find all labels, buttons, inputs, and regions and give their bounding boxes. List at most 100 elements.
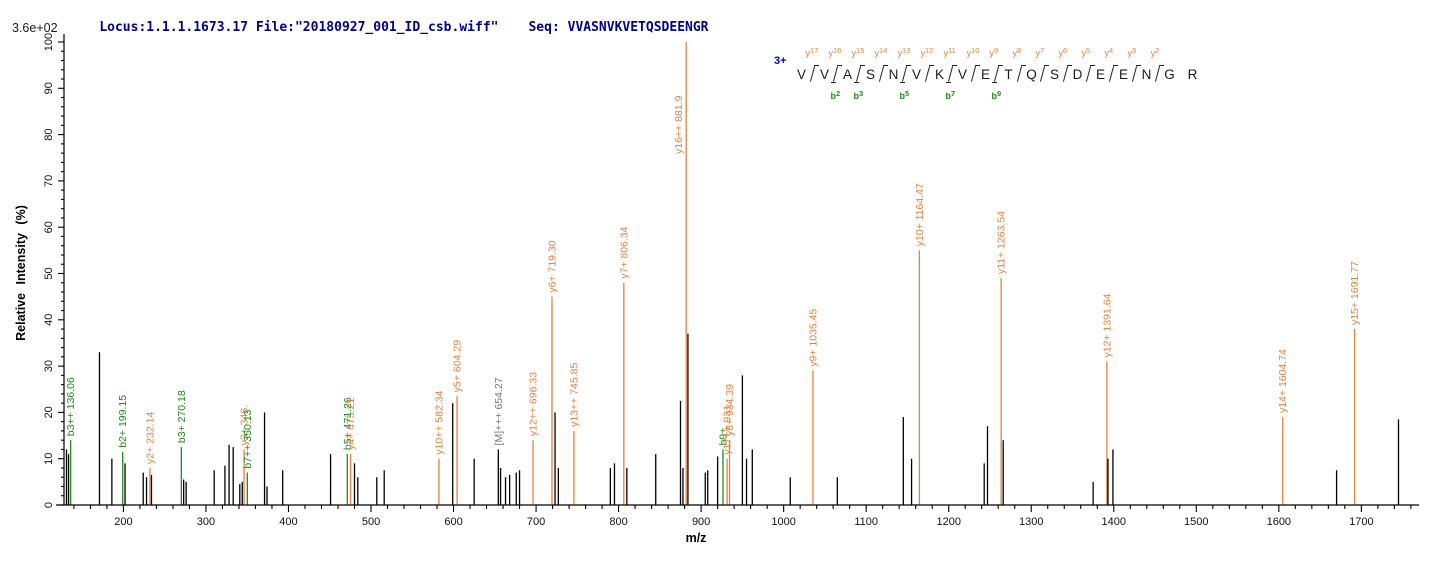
y-ion-label: y5 bbox=[1081, 46, 1091, 58]
fragment-marker bbox=[1177, 63, 1186, 85]
fragment-slash bbox=[1109, 66, 1115, 82]
y-ion-label: y8 bbox=[1012, 46, 1022, 58]
peptide-residue: T bbox=[1004, 66, 1013, 82]
peak-label: y16++ 881.9 bbox=[673, 95, 685, 154]
base-peak-intensity-label: 3.6e+02 bbox=[12, 21, 58, 35]
y-ion-label: y14 bbox=[874, 46, 888, 58]
x-axis-tick-label: 1100 bbox=[854, 516, 878, 528]
y-fragment-arm bbox=[813, 65, 819, 67]
ion-number: 13 bbox=[902, 46, 911, 55]
fragment-slash bbox=[1132, 66, 1138, 82]
ion-number: 2 bbox=[836, 89, 841, 98]
fragment-slash bbox=[925, 66, 931, 82]
peak-label: y6+ 719.30 bbox=[546, 240, 558, 292]
y-fragment-arm bbox=[882, 65, 888, 67]
x-axis-tick-label: 400 bbox=[279, 516, 297, 528]
ion-letter: y bbox=[874, 48, 880, 58]
y-fragment-arm bbox=[974, 65, 980, 67]
ion-number: 3 bbox=[859, 89, 864, 98]
y-axis-tick-label: 100 bbox=[43, 33, 55, 51]
peptide-residue: V bbox=[912, 66, 922, 82]
y-axis-tick-label: 80 bbox=[43, 128, 55, 140]
peak-label: b5+ 471.26 bbox=[342, 397, 354, 450]
ion-letter: y bbox=[1081, 48, 1087, 58]
ion-number: 8 bbox=[1017, 46, 1022, 55]
fragment-marker: y8 bbox=[1013, 46, 1026, 85]
fragment-slash bbox=[1040, 66, 1046, 82]
header: Locus:1.1.1.1673.17 File:"20180927_001_I… bbox=[68, 5, 709, 50]
y-ion-label: y12 bbox=[921, 46, 934, 58]
x-axis-tick-label: 1500 bbox=[1184, 516, 1208, 528]
peak-label: y15+ 1691.77 bbox=[1349, 261, 1361, 325]
y-fragment-arm bbox=[859, 65, 865, 67]
fragment-marker: y4 bbox=[1105, 46, 1118, 85]
fragment-slash bbox=[1063, 66, 1069, 82]
peak-label: y3+ 346. bbox=[239, 405, 251, 446]
b-fragment-arm bbox=[830, 81, 836, 83]
peak-label: y17++ 931. bbox=[722, 402, 734, 455]
peptide-residue: V bbox=[958, 66, 968, 82]
locus-file-label: Locus:1.1.1.1673.17 File:"20180927_001_I… bbox=[99, 20, 499, 35]
ion-letter: y bbox=[1012, 48, 1018, 58]
x-axis-tick-label: 1200 bbox=[936, 516, 960, 528]
peptide-residue: G bbox=[1164, 66, 1175, 82]
y-fragment-arm bbox=[1112, 65, 1118, 67]
peak-label: y2+ 232.14 bbox=[144, 412, 156, 464]
x-axis-tick-label: 1700 bbox=[1349, 516, 1373, 528]
ion-letter: y bbox=[1104, 48, 1110, 58]
x-axis-tick-label: 200 bbox=[114, 516, 132, 528]
y-ion-label: y10 bbox=[967, 46, 980, 58]
ion-number: 14 bbox=[879, 46, 888, 55]
y-ion-label: y11 bbox=[943, 46, 956, 58]
peak-label: y7+ 806.34 bbox=[618, 226, 630, 278]
peptide-residue: K bbox=[935, 66, 945, 82]
peak-label: y11+ 1263.54 bbox=[996, 211, 1008, 274]
ion-letter: y bbox=[805, 48, 811, 58]
ion-number: 7 bbox=[951, 89, 956, 98]
y-fragment-arm bbox=[905, 65, 911, 67]
ion-letter: y bbox=[943, 48, 949, 58]
ion-letter: b bbox=[853, 91, 860, 101]
y-ion-label: y15 bbox=[852, 46, 865, 58]
ion-number: 5 bbox=[1086, 46, 1091, 55]
peak-label: y14+ 1604.74 bbox=[1277, 349, 1289, 413]
peak-label: [M]+++ 654.27 bbox=[493, 377, 505, 445]
y-axis-tick-label: 70 bbox=[43, 175, 55, 187]
peptide-residue: V bbox=[820, 66, 830, 82]
ion-letter: y bbox=[828, 48, 834, 58]
peak-label: y9+ 1035.45 bbox=[807, 308, 819, 366]
precursor-charge-label: 3+ bbox=[774, 55, 787, 67]
y-ion-label: y3 bbox=[1128, 46, 1137, 58]
fragment-slash bbox=[879, 66, 885, 82]
fragment-marker: y14 bbox=[875, 46, 888, 85]
ion-number: 12 bbox=[925, 46, 934, 55]
ion-letter: y bbox=[1058, 48, 1064, 58]
y-fragment-arm bbox=[836, 65, 842, 67]
y-ion-label: y4 bbox=[1104, 46, 1114, 58]
x-axis-tick-label: 500 bbox=[362, 516, 380, 528]
sequence-label: Seq: VVASNVKVETQSDEENGR bbox=[528, 20, 709, 35]
peptide-residue: E bbox=[981, 66, 991, 82]
peak-label: y8+ 934.39 bbox=[724, 384, 736, 436]
peak-label: y10+ 1164.47 bbox=[914, 183, 926, 246]
b-fragment-arm bbox=[991, 81, 997, 83]
peak-label: b7++ 350.13 bbox=[242, 409, 254, 468]
x-axis-tick-label: 1000 bbox=[771, 516, 795, 528]
ion-number: 17 bbox=[810, 46, 819, 55]
peptide-residue: Q bbox=[1026, 66, 1037, 82]
y-axis-tick-label: 90 bbox=[43, 82, 55, 94]
ion-letter: b bbox=[899, 91, 906, 101]
fragment-slash bbox=[902, 66, 908, 82]
peak-label: y5+ 604.29 bbox=[452, 340, 464, 392]
fragment-slash bbox=[810, 66, 816, 82]
fragment-marker: y17 bbox=[806, 46, 819, 85]
y-fragment-arm bbox=[1135, 65, 1141, 67]
y-ion-label: y6 bbox=[1058, 46, 1068, 58]
fragment-slash bbox=[971, 66, 977, 82]
peak-label: y12++ 696.33 bbox=[528, 372, 540, 436]
peak-label: b9+ bbox=[717, 428, 729, 446]
y-fragment-arm bbox=[1089, 65, 1095, 67]
y-fragment-arm bbox=[928, 65, 934, 67]
